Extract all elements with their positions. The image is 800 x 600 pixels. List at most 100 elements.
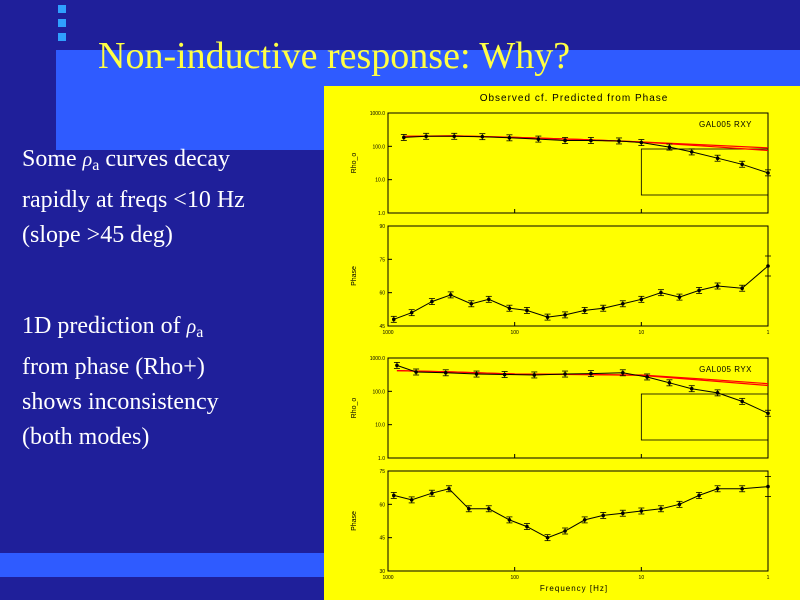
data-point (740, 486, 744, 491)
text-fragment: Some (22, 146, 83, 172)
panel-label: GAL005 RXY (699, 120, 752, 129)
slide-title: Non-inductive response: Why? (98, 35, 571, 77)
decor-square (58, 5, 66, 13)
bullet-block-2: 1D prediction of ρa from phase (Rho+) sh… (22, 309, 219, 455)
data-point (582, 308, 587, 313)
data-point (677, 295, 682, 299)
y-tick-label: 1000.0 (370, 111, 386, 117)
figure-panel: Observed cf. Predicted from Phase Freque… (324, 86, 800, 600)
data-point (487, 506, 491, 511)
data-point (639, 297, 644, 302)
rho-subscript: a (92, 157, 100, 174)
y-tick-label: 45 (379, 324, 385, 330)
observed-curve (403, 135, 769, 174)
y-tick-label: 1.0 (378, 211, 385, 217)
data-point (447, 486, 451, 491)
bullet-block-1: Some ρa curves decay rapidly at freqs <1… (22, 142, 245, 253)
text-line: (slope >45 deg) (22, 222, 173, 248)
data-point (563, 372, 567, 376)
y-axis-label: Phase (351, 266, 358, 286)
data-point (563, 138, 567, 143)
y-tick-label: 100.0 (372, 144, 385, 150)
data-point (689, 386, 694, 391)
data-point (715, 391, 720, 395)
data-point (582, 518, 587, 522)
data-point (443, 370, 448, 375)
data-point (659, 290, 663, 295)
data-point (563, 529, 567, 533)
text-fragment: curves decay (99, 146, 230, 172)
data-point (740, 286, 744, 291)
data-point (667, 145, 672, 149)
y-tick-label: 60 (379, 291, 385, 297)
x-tick-label: 1 (767, 330, 770, 336)
panel-label: GAL005 RYX (699, 365, 752, 374)
data-point (395, 363, 399, 368)
y-axis-label: Rho_o (351, 398, 358, 419)
zoom-box (640, 148, 769, 196)
y-tick-label: 1000.0 (370, 356, 386, 362)
data-point (487, 297, 491, 302)
x-tick-label: 10 (639, 575, 645, 581)
y-tick-label: 10.0 (375, 178, 385, 184)
data-point (740, 162, 744, 167)
x-tick-label: 1000 (382, 575, 393, 581)
data-point (667, 381, 672, 385)
data-point (424, 134, 428, 139)
text-line: shows inconsistency (22, 389, 219, 415)
data-point (697, 288, 701, 293)
data-point (507, 136, 512, 140)
data-point (532, 373, 537, 377)
data-point (677, 502, 682, 507)
data-point (452, 134, 457, 139)
data-point (525, 524, 529, 529)
y-tick-label: 1.0 (378, 456, 385, 462)
data-point (536, 137, 541, 141)
data-point (430, 299, 434, 304)
data-point (766, 484, 770, 489)
zoom-box (640, 393, 769, 441)
y-axis-label: Rho_o (351, 153, 358, 174)
data-point (617, 139, 621, 143)
plot-frame (387, 225, 769, 327)
observed-curve (393, 486, 769, 539)
data-point (766, 171, 770, 175)
text-line: (both modes) (22, 424, 150, 450)
data-point (689, 150, 694, 154)
x-tick-label: 100 (510, 575, 519, 581)
y-tick-label: 10.0 (375, 423, 385, 429)
data-point (507, 518, 512, 522)
data-point (469, 301, 474, 306)
data-point (639, 140, 644, 145)
x-tick-label: 100 (510, 330, 519, 336)
y-tick-label: 30 (379, 569, 385, 575)
data-point (430, 491, 434, 496)
x-tick-label: 1000 (382, 330, 393, 336)
decor-square (58, 19, 66, 27)
rho-symbol: ρ (186, 316, 197, 338)
data-point (659, 506, 663, 511)
data-point (563, 313, 567, 317)
x-tick-label: 1 (767, 575, 770, 581)
text-line: 1D prediction of ρa (22, 309, 219, 350)
predicted-curve (396, 370, 769, 387)
y-tick-label: 75 (379, 257, 385, 263)
figure-title: Observed cf. Predicted from Phase (480, 93, 669, 104)
text-line: rapidly at freqs <10 Hz (22, 187, 245, 213)
data-point (589, 138, 593, 143)
data-point (474, 372, 479, 376)
data-point (601, 306, 606, 311)
data-point (621, 511, 625, 516)
text-line: from phase (Rho+) (22, 354, 205, 380)
data-point (502, 372, 507, 377)
x-axis-label: Frequency [Hz] (540, 584, 608, 593)
data-point (414, 370, 418, 374)
y-axis-label: Phase (351, 511, 358, 531)
data-point (409, 498, 414, 502)
data-point (740, 399, 744, 404)
data-point (766, 264, 770, 268)
y-tick-label: 75 (379, 469, 385, 475)
y-tick-label: 60 (379, 502, 385, 508)
plot-frame (387, 470, 769, 572)
rho-symbol: ρ (82, 149, 93, 171)
